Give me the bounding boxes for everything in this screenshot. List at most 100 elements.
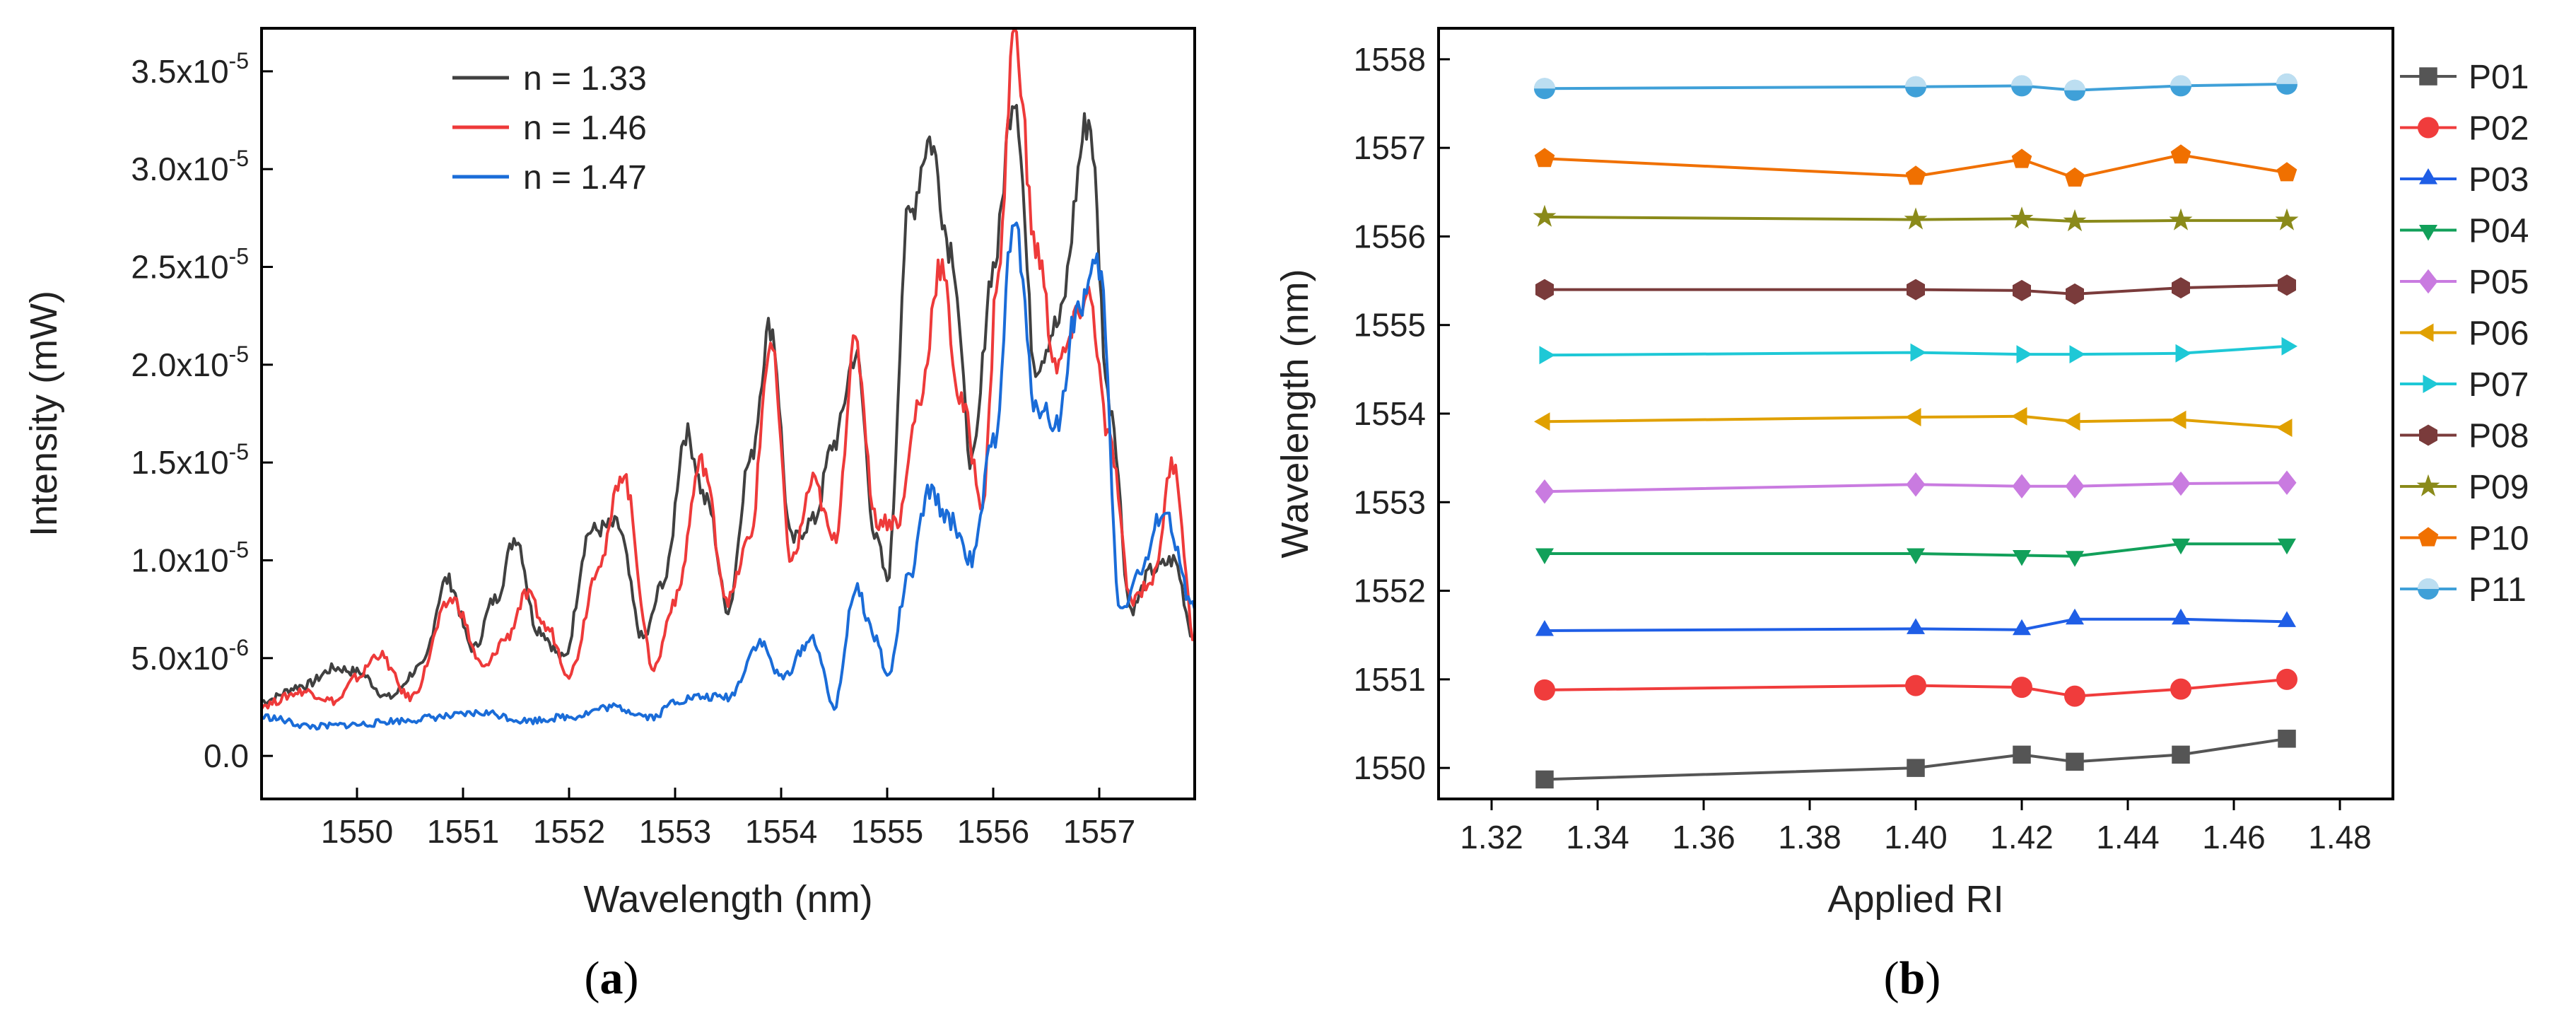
b-point-p01: [1535, 770, 1554, 789]
b-point-p10: [2170, 144, 2191, 164]
b-point-p07: [1910, 343, 1926, 362]
b-point-p10: [2011, 148, 2032, 168]
a-x-axis-label: Wavelength (nm): [583, 878, 872, 921]
b-legend: P01 P02 P03 P04 P05 P06 P07 P08 P09 P10 P11: [2400, 59, 2529, 609]
b-legend-marker-highlight: [2418, 578, 2439, 589]
a-y-tick-mantissa: 5.0x10: [131, 640, 228, 677]
a-series-line-1: [261, 104, 1196, 706]
b-legend-marker: [2418, 527, 2439, 547]
b-legend-marker: [2419, 168, 2437, 185]
b-series-line-p06: [1544, 414, 2288, 429]
b-series-line-p03: [1544, 617, 2288, 632]
b-point-p11-highlight: [2170, 75, 2191, 86]
b-legend-marker: [2423, 375, 2439, 393]
a-y-tick-exponent: -6: [229, 635, 249, 660]
b-legend-marker: [2419, 424, 2437, 446]
a-y-axis: 0.05.0x10-61.0x10-51.5x10-52.0x10-52.5x1…: [131, 48, 273, 774]
a-x-axis: 1550 1551 1552 1553 1554 1555 1556 1557: [321, 788, 1135, 850]
b-series-line-p04: [1545, 542, 2287, 558]
a-y-tick-exponent: -5: [229, 244, 249, 269]
b-x-tick-label: 1.38: [1778, 819, 1842, 856]
a-series-line-2: [260, 27, 1196, 710]
b-series-group: [1533, 73, 2299, 789]
b-x-tick-label: 1.32: [1460, 819, 1523, 856]
b-point-p07: [2281, 337, 2297, 356]
a-x-tick-label: 1556: [957, 813, 1029, 850]
b-series-line-p08: [1545, 284, 2288, 296]
b-point-p01: [2172, 745, 2190, 764]
b-y-tick-label: 1553: [1354, 484, 1426, 520]
a-y-tick-label: 1.5x10-5: [131, 439, 249, 481]
b-point-p11-highlight: [1534, 78, 1555, 89]
a-y-tick-exponent: -5: [229, 341, 249, 367]
a-y-tick-exponent: -5: [229, 537, 249, 562]
chart-a-spectrum: 1550 1551 1552 1553 1554 1555 1556 1557 0.0 5.0x…: [23, 27, 1196, 1004]
b-legend-label: P07: [2469, 366, 2529, 404]
a-legend-label: n = 1.33: [523, 60, 647, 98]
b-point-p05: [1906, 472, 1926, 497]
b-series-line-p07: [1544, 344, 2288, 357]
b-x-tick-label: 1.40: [1884, 819, 1948, 856]
b-y-tick-label: 1555: [1354, 307, 1426, 344]
b-legend-label: P08: [2469, 418, 2529, 455]
b-legend-marker: [2418, 323, 2434, 342]
b-point-p06: [2064, 412, 2080, 431]
b-point-p03: [2066, 608, 2084, 625]
b-point-p06: [2011, 407, 2027, 426]
a-y-tick-exponent: -5: [229, 146, 249, 171]
b-point-p07: [1539, 346, 1555, 365]
b-x-tick-label: 1.36: [1672, 819, 1735, 856]
b-point-p10: [2064, 167, 2085, 187]
a-y-tick-exponent: -5: [229, 439, 249, 465]
b-point-p01: [2066, 752, 2084, 771]
a-y-tick-mantissa: 2.0x10: [131, 346, 228, 383]
b-point-p07: [2069, 345, 2085, 363]
b-point-p11-highlight: [2276, 73, 2297, 84]
b-legend-marker: [2418, 117, 2439, 139]
a-x-tick-label: 1551: [427, 813, 499, 850]
b-y-tick-label: 1558: [1354, 41, 1426, 78]
b-point-p04: [2172, 538, 2190, 555]
b-legend-label: P11: [2469, 571, 2527, 609]
b-point-p10: [2276, 162, 2297, 182]
b-y-tick-label: 1550: [1354, 749, 1426, 786]
b-series-line-p11: [1544, 82, 2288, 92]
b-point-p01: [1907, 759, 1925, 777]
a-legend: n = 1.33 n = 1.46 n = 1.47: [452, 60, 647, 197]
b-point-p03: [2013, 619, 2031, 636]
a-panel-caption: (a): [585, 952, 639, 1004]
b-point-p09: [2063, 209, 2087, 232]
b-point-p02: [1905, 675, 1926, 696]
a-y-tick-mantissa: 2.5x10: [131, 249, 228, 286]
b-point-p04: [1535, 548, 1554, 564]
b-point-p08: [2278, 274, 2296, 296]
b-point-p02: [2011, 677, 2032, 699]
b-point-p08: [2172, 277, 2190, 299]
a-x-tick-label: 1554: [745, 813, 817, 850]
b-legend-label: P04: [2469, 213, 2529, 250]
a-y-tick-exponent: -5: [229, 48, 249, 74]
a-y-tick-label: 2.0x10-5: [131, 341, 249, 383]
b-point-p01: [2278, 730, 2296, 748]
b-legend-marker: [2418, 269, 2438, 294]
a-x-tick-label: 1553: [639, 813, 711, 850]
b-legend-label: P09: [2469, 469, 2529, 506]
b-x-axis: 1.32 1.34 1.36 1.38 1.40 1.42 1.44 1.46 1.48: [1460, 799, 2372, 856]
b-y-axis-label: Wavelength (nm): [1274, 269, 1316, 558]
b-point-p05: [2277, 470, 2297, 495]
b-legend-label: P01: [2469, 59, 2529, 96]
b-legend-marker: [2419, 67, 2437, 86]
b-series-line-p01: [1544, 737, 2288, 781]
b-y-tick-label: 1551: [1354, 661, 1426, 698]
a-y-tick-mantissa: 3.5x10: [131, 53, 228, 90]
b-series-line-p05: [1544, 481, 2288, 494]
b-point-p02: [1534, 679, 1555, 701]
a-plot-frame: [260, 27, 1196, 800]
b-point-p05: [1535, 479, 1555, 504]
b-point-p09: [2275, 208, 2299, 230]
b-point-p05: [2012, 474, 2032, 498]
a-y-tick-mantissa: 1.5x10: [131, 444, 228, 481]
b-y-tick-label: 1552: [1354, 573, 1426, 609]
b-y-tick-label: 1556: [1354, 218, 1426, 255]
b-point-p06: [2276, 419, 2293, 437]
